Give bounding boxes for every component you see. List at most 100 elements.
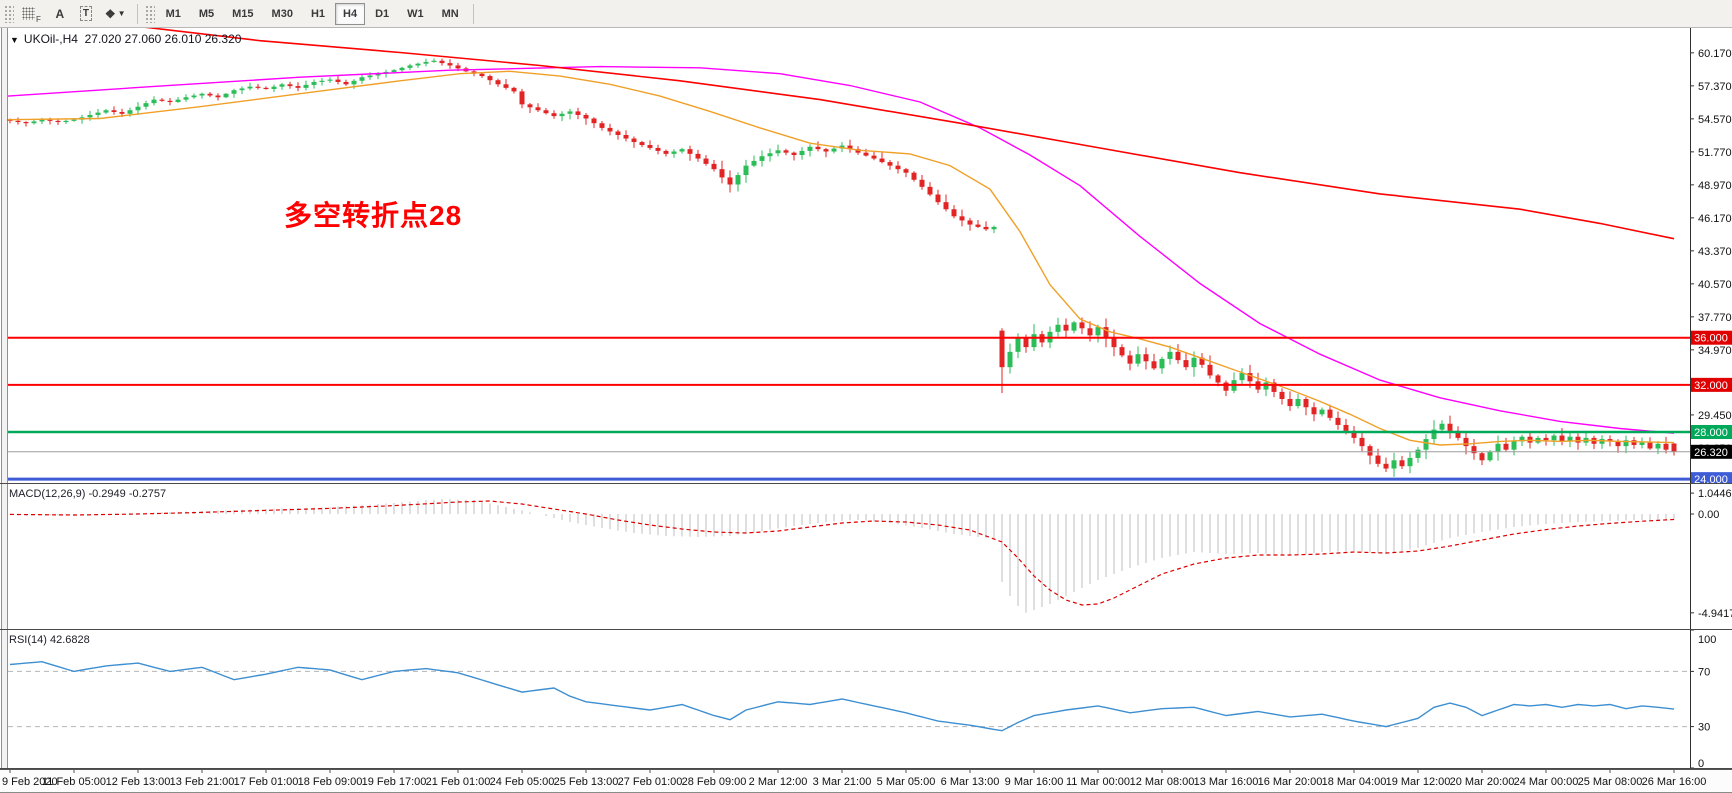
candle-body	[1095, 327, 1101, 336]
candle-body	[1615, 441, 1621, 447]
timeframe-W1[interactable]: W1	[399, 3, 432, 25]
macd-tick-label: -4.9417	[1698, 608, 1732, 620]
candle-body	[631, 138, 637, 143]
candle-body	[159, 99, 165, 101]
price-tick-label: 37.770	[1698, 312, 1732, 324]
macd-pane[interactable]: MACD(12,26,9) -0.2949 -0.2757 1.0446 0.00…	[0, 484, 1732, 630]
candle-body	[183, 97, 189, 100]
candle-body	[447, 63, 453, 66]
candle-body	[711, 163, 717, 170]
grid-properties-button[interactable]: F	[17, 3, 46, 25]
candle-body	[1543, 437, 1549, 441]
candle-body	[975, 224, 981, 227]
candle-body	[735, 175, 741, 185]
candle-body	[343, 81, 349, 85]
ohlc-values: 27.020 27.060 26.010 26.320	[84, 32, 242, 46]
candle-body	[1215, 375, 1221, 383]
timeframe-M1[interactable]: M1	[158, 3, 189, 25]
candle-body	[1127, 355, 1133, 364]
candle-body	[823, 149, 829, 152]
timeframe-MN[interactable]: MN	[434, 3, 467, 25]
candle-body	[399, 67, 405, 71]
annotation-text[interactable]: 多空转折点28	[284, 200, 463, 231]
rsi-tick-label: 0	[1698, 758, 1704, 768]
line-styles-button[interactable]: ❖ ▼	[100, 3, 131, 25]
price-tick-label: 46.170	[1698, 213, 1732, 225]
candle-body	[1151, 361, 1157, 369]
candle-body	[327, 79, 333, 81]
rsi-canvas[interactable]: 100 70 30 0	[0, 630, 1732, 768]
candle-body	[1263, 382, 1269, 390]
time-label: 2 Mar 12:00	[749, 776, 808, 788]
time-label: 25 Mar 08:00	[1578, 776, 1643, 788]
candle-body	[743, 165, 749, 176]
timeframe-H1[interactable]: H1	[303, 3, 333, 25]
candle-body	[1511, 441, 1517, 450]
candle-body	[1311, 407, 1317, 415]
candle-body	[1247, 373, 1253, 382]
candle-body	[903, 169, 909, 173]
candle-body	[551, 113, 557, 117]
time-label: 11 Feb 05:00	[42, 776, 106, 788]
time-label: 12 Mar 08:00	[1130, 776, 1195, 788]
candle-body	[223, 93, 229, 98]
candle-body	[215, 95, 221, 98]
price-badge	[1691, 377, 1732, 392]
timeframe-M5[interactable]: M5	[191, 3, 222, 25]
timeframe-M30[interactable]: M30	[264, 3, 301, 25]
macd-canvas[interactable]: 1.0446 0.00 -4.9417	[0, 484, 1732, 629]
price-tick-label: 54.570	[1698, 114, 1732, 126]
candle-body	[63, 120, 69, 123]
main-chart-pane[interactable]: ▼ UKOil-,H4 27.020 27.060 26.010 26.320 多…	[0, 28, 1732, 484]
rsi-pane[interactable]: RSI(14) 42.6828 100 70 30 0	[0, 630, 1732, 769]
candle-body	[559, 113, 565, 117]
candle-body	[1119, 347, 1125, 356]
candle-body	[287, 84, 293, 87]
candle-body	[1447, 423, 1453, 431]
text-box-button[interactable]: T	[74, 3, 98, 25]
candle-body	[1455, 430, 1461, 438]
timeframe-H4[interactable]: H4	[335, 2, 366, 25]
timeframe-M15[interactable]: M15	[224, 3, 261, 25]
candle-body	[1327, 409, 1333, 418]
time-label: 11 Mar 00:00	[1066, 776, 1130, 788]
candle-body	[535, 107, 541, 111]
candle-body	[1111, 337, 1117, 348]
candle-body	[207, 93, 213, 96]
candle-body	[151, 99, 157, 104]
price-badge-label: 28.000	[1694, 427, 1728, 439]
time-label: 6 Mar 13:00	[941, 776, 1000, 788]
time-label: 9 Mar 16:00	[1005, 776, 1064, 788]
candle-body	[607, 127, 613, 132]
candle-body	[319, 80, 325, 82]
candle-body	[1647, 442, 1653, 449]
candle-body	[639, 142, 645, 146]
candle-body	[247, 86, 253, 89]
candle-body	[951, 209, 957, 217]
candle-body	[935, 194, 941, 203]
candle-body	[143, 103, 149, 107]
candle-body	[391, 70, 397, 72]
ma-line	[7, 65, 1675, 434]
time-axis[interactable]: 9 Feb 2020 11 Feb 05:00 12 Feb 13:00 13 Feb…	[0, 769, 1732, 793]
price-badge-label: 26.320	[1694, 447, 1728, 459]
timeframes-drag-handle[interactable]	[144, 4, 155, 23]
candle-body	[1439, 423, 1445, 430]
price-chart-canvas[interactable]: 60.170 57.370 54.570 51.770 48.970 46.170 43.3…	[0, 28, 1732, 483]
candle-body	[359, 77, 365, 81]
candle-body	[1495, 443, 1501, 453]
arrow-label-button[interactable]: A	[48, 3, 72, 25]
candle-body	[599, 123, 605, 128]
candle-body	[1391, 460, 1397, 469]
price-tick-label: 29.450	[1698, 410, 1732, 422]
candle-body	[375, 73, 381, 76]
candle-body	[671, 151, 677, 154]
candle-body	[719, 169, 725, 178]
timeframe-D1[interactable]: D1	[367, 3, 397, 25]
candle-body	[1103, 327, 1109, 338]
collapse-triangle-icon[interactable]: ▼	[10, 35, 19, 45]
toolbar-drag-handle[interactable]	[4, 4, 14, 23]
candle-body	[855, 149, 861, 153]
candle-body	[279, 84, 285, 87]
